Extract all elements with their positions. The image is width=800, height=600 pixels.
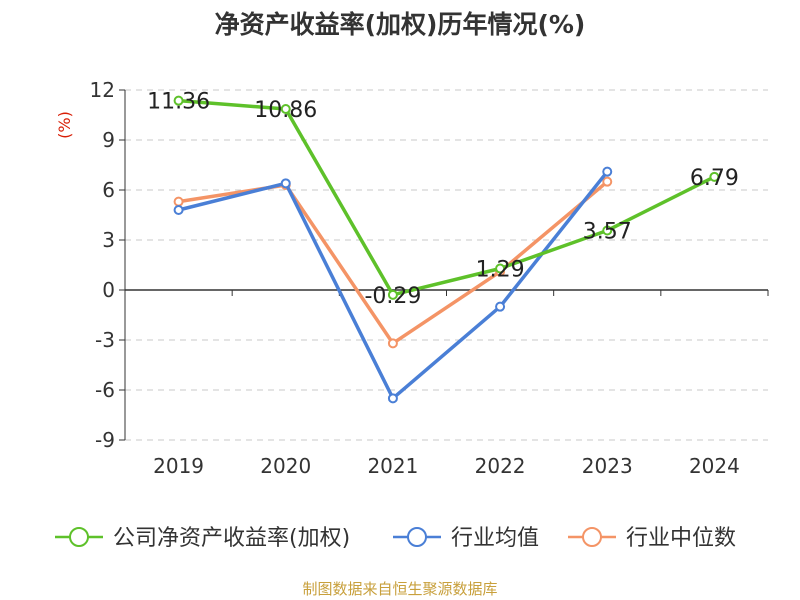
data-point: [280, 178, 291, 189]
x-tick-label: 2023: [582, 454, 633, 478]
data-point: [173, 95, 184, 106]
data-point: [602, 176, 613, 187]
data-point: [280, 104, 291, 114]
legend-item[interactable]: 行业中位数: [568, 526, 736, 551]
data-label: 3.57: [583, 220, 632, 245]
y-tick-label: 12: [90, 78, 115, 102]
y-tick-label: -3: [95, 328, 115, 352]
y-tick-label: -9: [95, 428, 115, 452]
data-point: [173, 205, 184, 215]
chart-title: 净资产收益率(加权)历年情况(%): [215, 10, 586, 39]
legend-marker: [407, 527, 427, 547]
data-point: [602, 225, 613, 236]
axes: 12 9 6 3 0 -3 -6 -9 2019 2020 2021 2022 2023 2024: [90, 78, 769, 478]
y-tick-label: 6: [102, 178, 115, 202]
legend-item[interactable]: 行业均值: [393, 526, 539, 551]
legend-item[interactable]: 公司净资产收益率(加权): [55, 526, 350, 551]
data-point: [387, 338, 398, 349]
series-lines: [173, 95, 720, 404]
y-tick-label: 3: [102, 228, 115, 252]
data-point: [495, 263, 506, 274]
data-source-note: 制图数据来自恒生聚源数据库: [302, 580, 497, 598]
data-point: [709, 171, 720, 182]
data-point: [387, 289, 398, 300]
legend[interactable]: 公司净资产收益率(加权) 行业均值 行业中位数: [55, 526, 736, 551]
y-tick-label: -6: [95, 378, 115, 402]
x-tick-label: 2020: [260, 454, 311, 478]
legend-marker: [69, 527, 89, 547]
data-labels: 11.36 10.86 -0.29 1.29 3.57 6.79: [147, 90, 739, 309]
series-line: [178, 180, 609, 346]
data-point: [387, 393, 398, 404]
data-point: [495, 301, 506, 312]
x-tick-label: 2022: [475, 454, 526, 478]
legend-label: 行业中位数: [626, 526, 736, 551]
x-tick-label: 2024: [689, 454, 740, 478]
y-tick-label: 9: [102, 128, 115, 152]
y-tick-label: 0: [102, 278, 115, 302]
data-point: [602, 166, 613, 177]
y-axis-unit: (%): [55, 111, 74, 139]
data-point: [173, 196, 184, 207]
series-line: [178, 98, 716, 297]
data-label: -0.29: [364, 284, 421, 309]
x-tick-label: 2021: [367, 454, 418, 478]
grid-lines: [125, 89, 768, 441]
data-label: 11.36: [147, 90, 210, 115]
legend-label: 公司净资产收益率(加权): [113, 526, 350, 551]
x-tick-label: 2019: [153, 454, 204, 478]
data-label: 1.29: [476, 258, 525, 283]
data-label: 10.86: [254, 98, 317, 123]
legend-marker: [582, 527, 602, 547]
legend-label: 行业均值: [451, 526, 539, 551]
data-label: 6.79: [690, 166, 739, 191]
